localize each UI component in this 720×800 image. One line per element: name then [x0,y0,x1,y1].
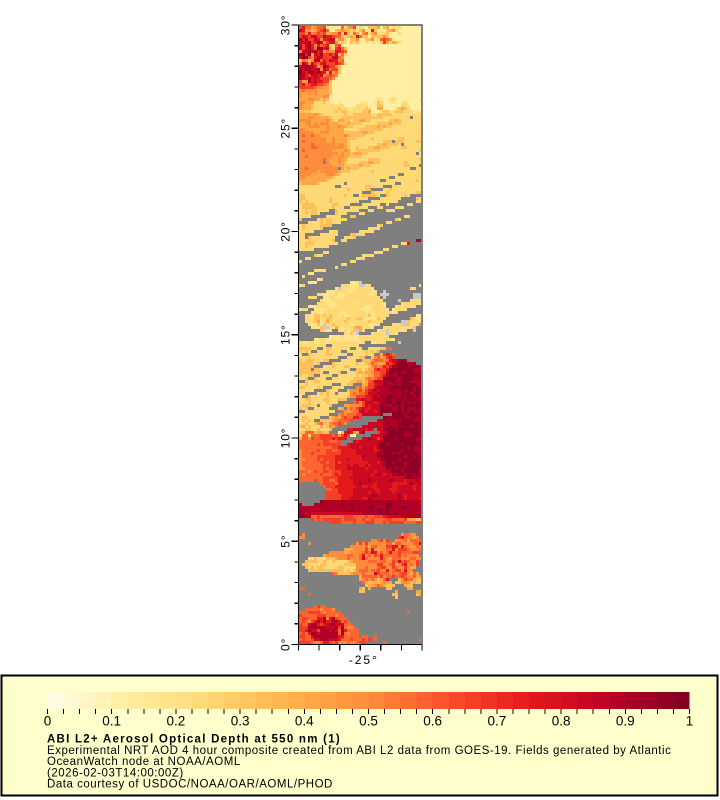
svg-text:0.2: 0.2 [167,714,186,729]
svg-text:25°: 25° [278,118,292,139]
svg-text:0.7: 0.7 [488,714,507,729]
svg-text:0.6: 0.6 [423,714,442,729]
svg-text:1: 1 [686,714,694,729]
svg-text:20°: 20° [278,221,292,242]
svg-text:ABI L2+ Aerosol Optical Depth: ABI L2+ Aerosol Optical Depth at 550 nm … [47,734,341,746]
svg-text:0°: 0° [278,638,292,651]
svg-text:10°: 10° [278,428,292,449]
svg-text:0.1: 0.1 [102,714,121,729]
svg-text:Data courtesy of USDOC/NOAA/OA: Data courtesy of USDOC/NOAA/OAR/AOML/PHO… [47,779,333,791]
svg-text:-25°: -25° [349,653,379,667]
svg-text:0: 0 [44,714,52,729]
svg-text:0.3: 0.3 [231,714,250,729]
svg-text:30°: 30° [278,15,292,36]
svg-text:0.5: 0.5 [359,714,378,729]
svg-text:OceanWatch node at NOAA/AOML: OceanWatch node at NOAA/AOML [47,756,241,768]
svg-text:Experimental NRT AOD 4 hour co: Experimental NRT AOD 4 hour composite cr… [47,745,671,757]
svg-text:(2026-02-03T14:00:00Z): (2026-02-03T14:00:00Z) [47,767,184,779]
svg-text:0.4: 0.4 [295,714,314,729]
svg-text:15°: 15° [278,324,292,345]
svg-text:5°: 5° [278,535,292,548]
svg-text:0.9: 0.9 [616,714,635,729]
svg-text:0.8: 0.8 [552,714,571,729]
